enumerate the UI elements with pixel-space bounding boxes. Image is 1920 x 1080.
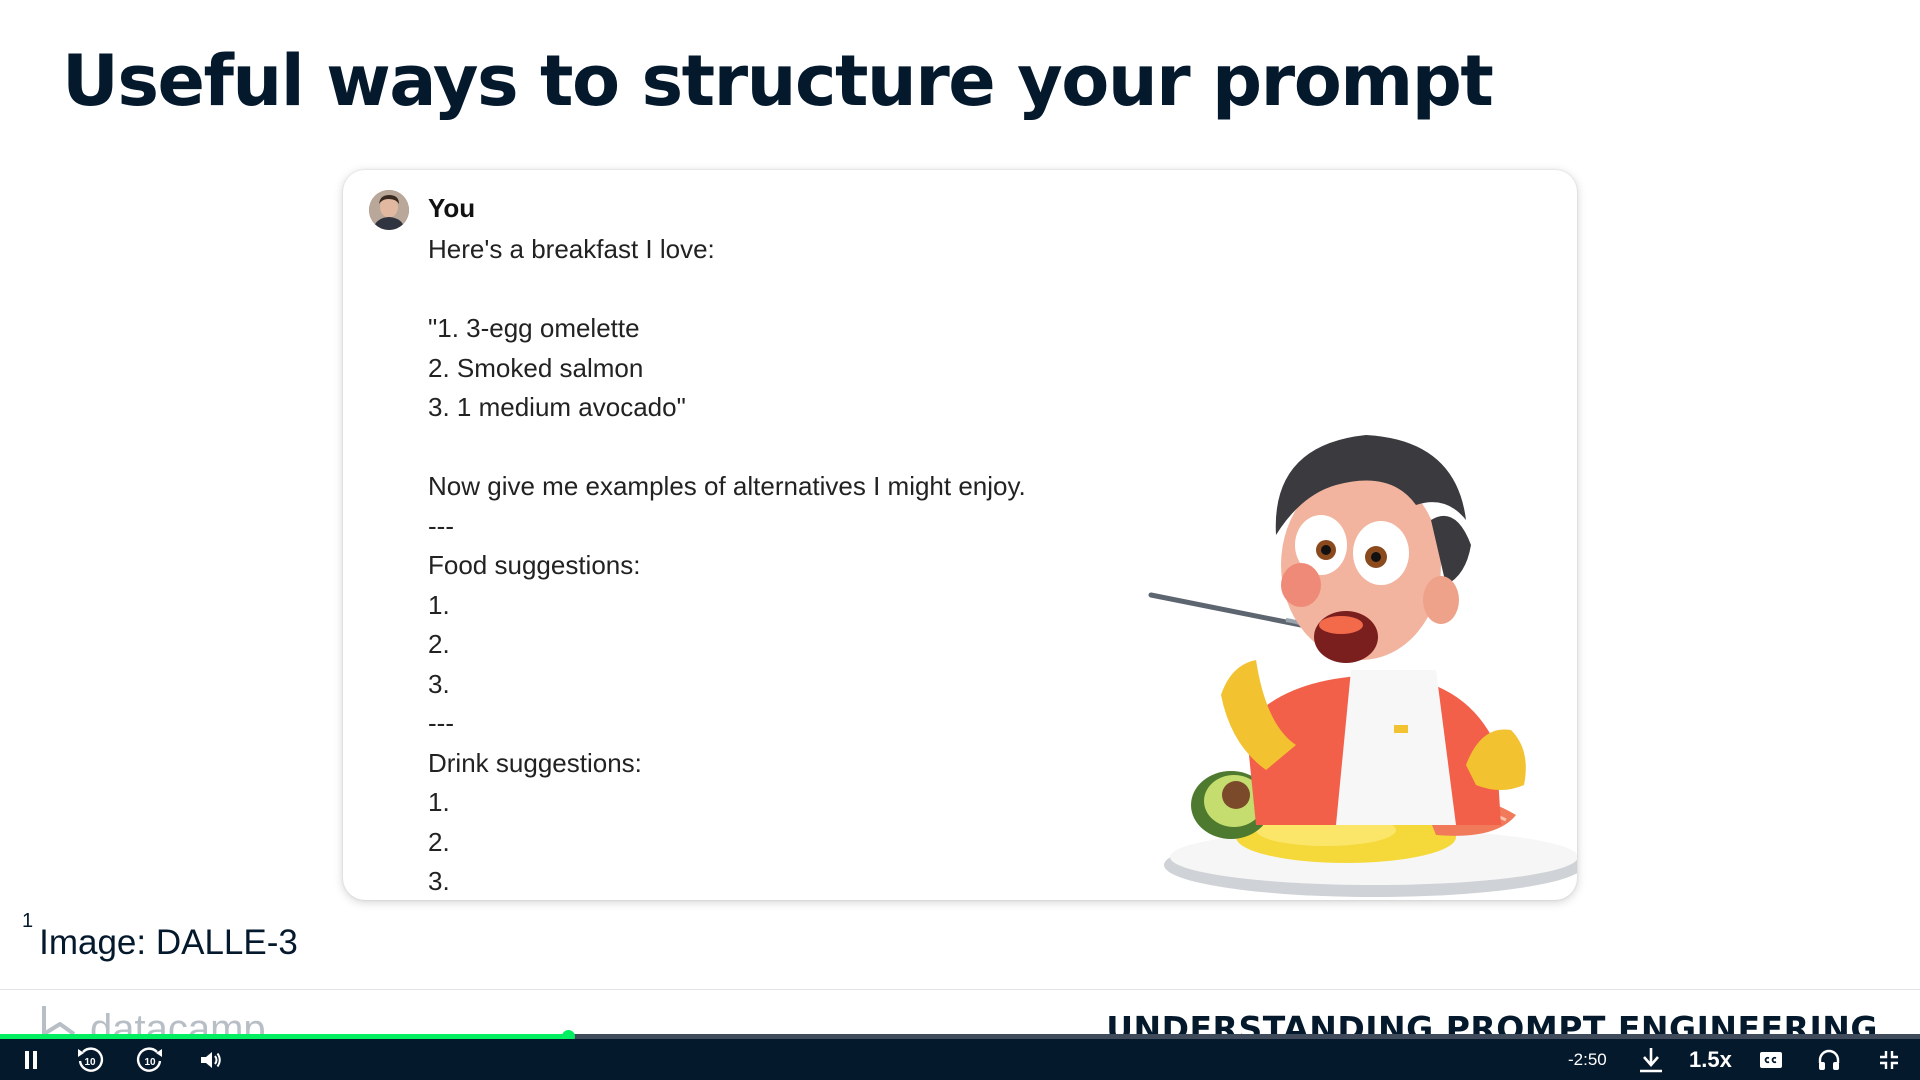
chat-line: 1. [428, 787, 450, 817]
forward-10-icon: 10 [136, 1047, 162, 1072]
rewind-10-icon: 10 [78, 1047, 104, 1072]
svg-text:10: 10 [144, 1057, 156, 1068]
breakfast-illustration [1136, 425, 1577, 900]
rewind-10-button[interactable]: 10 [72, 1043, 108, 1077]
chat-line: 2. [428, 826, 450, 857]
slide-title: Useful ways to structure your prompt [62, 40, 1494, 122]
footnote: 1Image: DALLE-3 [22, 910, 298, 963]
volume-icon [201, 1052, 221, 1068]
chat-line: 1. [428, 589, 450, 620]
time-remaining: -2:50 [1568, 1050, 1607, 1069]
pause-icon [25, 1051, 37, 1069]
avatar [369, 190, 409, 230]
progress-fill [0, 1034, 569, 1039]
chat-line: 3. [428, 668, 450, 699]
playback-speed[interactable]: 1.5x [1689, 1047, 1732, 1072]
video-player-controls: 10 10 -2:50 1.5x [0, 1039, 1920, 1080]
volume-button[interactable] [194, 1043, 228, 1077]
chat-line: 3. [428, 866, 450, 896]
chat-author: You [428, 193, 476, 223]
chat-line: Drink suggestions: [428, 747, 642, 778]
chat-line [428, 270, 1128, 310]
audio-button[interactable] [1814, 1043, 1844, 1077]
chat-line: "1. 3-egg omelette [428, 313, 640, 343]
footer-divider [0, 989, 1920, 990]
forward-10-button[interactable]: 10 [132, 1043, 168, 1077]
chat-line: --- [428, 708, 454, 738]
chat-line [428, 428, 1128, 468]
captions-button[interactable] [1756, 1043, 1786, 1077]
download-button[interactable] [1636, 1043, 1666, 1077]
chat-message-body: Here's a breakfast I love: "1. 3-egg omel… [428, 230, 1128, 900]
exit-fullscreen-icon [1880, 1051, 1898, 1069]
footnote-marker: 1 [22, 910, 34, 933]
exit-fullscreen-button[interactable] [1874, 1043, 1904, 1077]
chat-line: 2. [428, 629, 450, 659]
chat-line: 2. Smoked salmon [428, 352, 644, 383]
chat-message-card: You Here's a breakfast I love: "1. 3-egg … [343, 170, 1577, 900]
chat-line: --- [428, 510, 454, 541]
chat-line: 3. 1 medium avocado" [428, 392, 686, 422]
course-title: UNDERSTANDING PROMPT ENGINEERING [1106, 1009, 1878, 1034]
pause-button[interactable] [14, 1043, 48, 1077]
headphones-icon [1818, 1049, 1840, 1070]
chat-line: Food suggestions: [428, 550, 641, 580]
captions-icon [1760, 1052, 1782, 1068]
footnote-text: Image: DALLE-3 [39, 923, 298, 962]
download-icon [1640, 1048, 1662, 1073]
chat-line: Here's a breakfast I love: [428, 234, 715, 264]
svg-text:10: 10 [84, 1057, 96, 1068]
chat-line: Now give me examples of alternatives I m… [428, 471, 1026, 501]
